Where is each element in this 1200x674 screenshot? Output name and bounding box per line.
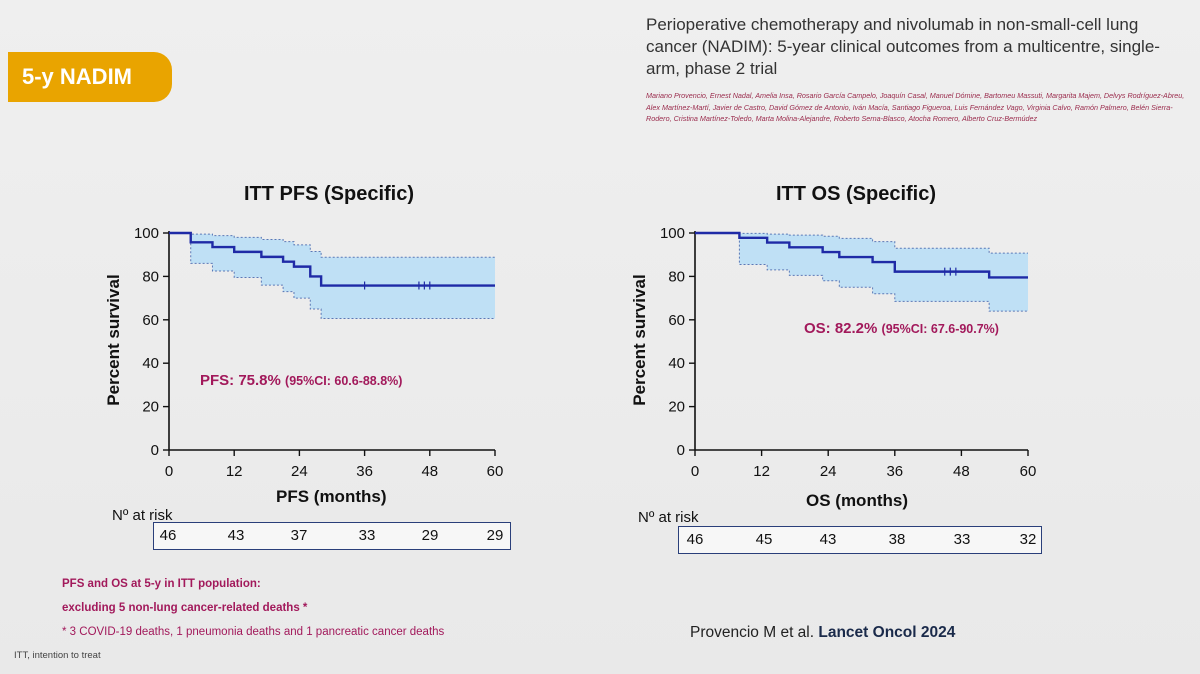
os-risk-value-48: 33 <box>953 531 971 548</box>
os-x-tick-label-60: 60 <box>1020 463 1037 480</box>
os-y-tick-label-80: 80 <box>668 268 685 285</box>
pfs-x-tick-label-12: 12 <box>226 463 243 480</box>
section-badge: 5-y NADIM <box>8 52 172 102</box>
citation-authors: Provencio M et al. <box>690 624 815 641</box>
note-line-3: * 3 COVID-19 deaths, 1 pneumonia deaths … <box>62 626 445 638</box>
pfs-risk-value-48: 29 <box>421 527 439 544</box>
os-y-tick-label-60: 60 <box>668 312 685 329</box>
os-x-axis-label: OS (months) <box>806 491 908 510</box>
pfs-y-tick-label-60: 60 <box>142 312 159 329</box>
os-stat-ci: (95%CI: 67.6-90.7%) <box>881 322 999 336</box>
pfs-y-tick-label-80: 80 <box>142 268 159 285</box>
abbreviation-footnote: ITT, intention to treat <box>14 650 101 661</box>
pfs-y-tick-label-20: 20 <box>142 399 159 416</box>
note-line-1: PFS and OS at 5-y in ITT population: <box>62 578 261 590</box>
pfs-ci-upper <box>169 232 495 258</box>
os-chart-title: ITT OS (Specific) <box>776 183 937 205</box>
pfs-stat-value: PFS: 75.8% <box>200 372 281 389</box>
os-y-tick-label-0: 0 <box>677 442 685 459</box>
pfs-x-tick-label-48: 48 <box>421 463 438 480</box>
pfs-risk-value-12: 43 <box>227 527 245 544</box>
os-y-tick-label-40: 40 <box>668 355 685 372</box>
os-x-tick-label-12: 12 <box>753 463 770 480</box>
pfs-y-tick-label-0: 0 <box>151 442 159 459</box>
os-ci-band <box>695 233 1028 312</box>
pfs-risk-value-36: 33 <box>358 527 376 544</box>
os-risk-value-0: 46 <box>686 531 704 548</box>
pfs-y-tick-label-40: 40 <box>142 355 159 372</box>
pfs-risk-label: Nº at risk <box>112 507 173 524</box>
pfs-risk-value-24: 37 <box>290 527 308 544</box>
pfs-risk-table: 46 43 37 33 29 29 <box>153 522 511 550</box>
os-x-tick-label-0: 0 <box>691 463 699 480</box>
os-y-tick-label-100: 100 <box>660 225 685 242</box>
pfs-y-tick-label-100: 100 <box>134 225 159 242</box>
pfs-risk-value-60: 29 <box>486 527 504 544</box>
citation-journal: Lancet Oncol 2024 <box>818 624 956 641</box>
os-y-tick-label-20: 20 <box>668 399 685 416</box>
os-km-chart: 0 12 24 36 48 60 0 20 40 60 80 100 <box>660 225 1037 480</box>
pfs-x-tick-label-36: 36 <box>356 463 373 480</box>
pfs-stat: PFS: 75.8% (95%CI: 60.6-88.8%) <box>200 372 402 389</box>
note-line-2: excluding 5 non-lung cancer-related deat… <box>62 602 308 614</box>
os-risk-value-36: 38 <box>888 531 906 548</box>
pfs-ci-band <box>169 233 495 319</box>
os-x-tick-label-48: 48 <box>953 463 970 480</box>
pfs-survival-curve <box>169 231 495 287</box>
os-stat-value: OS: 82.2% <box>804 320 878 337</box>
os-risk-value-60: 32 <box>1019 531 1037 548</box>
citation: Provencio M et al. Lancet Oncol 2024 <box>690 624 955 642</box>
pfs-x-tick-label-24: 24 <box>291 463 308 480</box>
os-x-tick-label-36: 36 <box>886 463 903 480</box>
pfs-risk-value-0: 46 <box>159 527 177 544</box>
os-risk-value-12: 45 <box>755 531 773 548</box>
pfs-chart-title: ITT PFS (Specific) <box>244 183 415 205</box>
os-risk-label: Nº at risk <box>638 509 699 526</box>
os-survival-curve <box>695 231 1028 279</box>
paper-title: Perioperative chemotherapy and nivolumab… <box>646 15 1160 78</box>
os-risk-value-24: 43 <box>819 531 837 548</box>
os-stat: OS: 82.2% (95%CI: 67.6-90.7%) <box>804 320 999 337</box>
pfs-x-tick-label-60: 60 <box>487 463 504 480</box>
pfs-stat-ci: (95%CI: 60.6-88.8%) <box>285 374 403 388</box>
pfs-x-axis-label: PFS (months) <box>276 487 387 506</box>
pfs-km-chart: 0 12 24 36 48 60 0 20 40 60 80 100 <box>134 225 504 480</box>
os-x-tick-label-24: 24 <box>820 463 837 480</box>
os-risk-table: 46 45 43 38 33 32 <box>678 526 1042 554</box>
paper-authors: Mariano Provencio, Ernest Nadal, Amelia … <box>646 91 1185 123</box>
pfs-x-tick-label-0: 0 <box>165 463 173 480</box>
